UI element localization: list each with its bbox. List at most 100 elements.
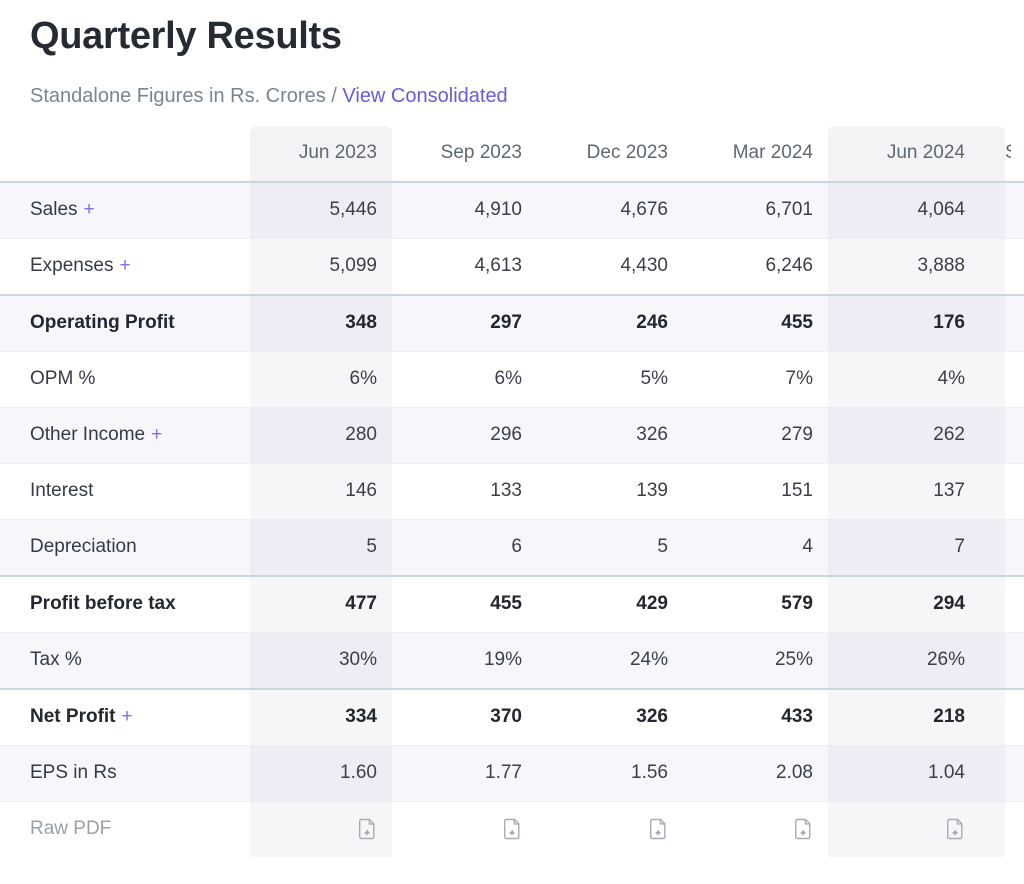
cell-value: 5,099 xyxy=(250,237,392,294)
cell-value: 5 xyxy=(250,518,392,575)
table-header-row: Jun 2023 Sep 2023 Dec 2023 Mar 2024 Jun … xyxy=(0,125,1024,183)
cell-value: 334 xyxy=(250,687,392,745)
cell-value: 4,430 xyxy=(537,237,683,294)
expand-plus-icon: + xyxy=(121,706,133,728)
cell-value: 26% xyxy=(828,631,1005,688)
cell-value: 429 xyxy=(537,574,683,632)
cell-value: 133 xyxy=(392,462,537,519)
cell-value: 4,910 xyxy=(474,199,522,221)
column-header-dec-2023: Dec 2023 xyxy=(537,126,683,183)
cell-value: 477 xyxy=(250,574,392,632)
cell-value: 348 xyxy=(250,293,392,351)
cell-value: 279 xyxy=(683,406,828,463)
column-header-sep-2023: Sep 2023 xyxy=(392,126,537,183)
row-label-eps: EPS in Rs xyxy=(0,744,250,801)
cell-value: 1.56 xyxy=(537,744,683,801)
table-row-profit-before-tax: Profit before tax 477 455 429 579 294 xyxy=(0,574,1024,632)
column-header-jun-2023: Jun 2023 xyxy=(250,125,392,183)
table-row-expenses: Expenses + 5,099 4,613 4,430 6,246 3,888 xyxy=(0,237,1024,294)
cell-value: 297 xyxy=(392,293,537,351)
column-header-blank xyxy=(0,126,250,183)
cell-value: 3,888 xyxy=(828,237,1005,294)
cell-value: 326 xyxy=(537,406,683,463)
row-label-net-profit[interactable]: Net Profit + xyxy=(0,687,250,745)
cell-value: 6,701 xyxy=(765,199,813,221)
table-row-eps: EPS in Rs 1.60 1.77 1.56 2.08 1.04 xyxy=(0,744,1024,801)
cell-value: 5,446 xyxy=(250,182,392,238)
cell-value: 455 xyxy=(392,574,537,632)
cell-value: 25% xyxy=(683,631,828,688)
cell-value: 370 xyxy=(392,687,537,745)
row-label-interest: Interest xyxy=(0,462,250,519)
table-row-opm: OPM % 6% 6% 5% 7% 4% xyxy=(0,350,1024,407)
table-row-interest: Interest 146 133 139 151 137 xyxy=(0,462,1024,519)
row-label-tax: Tax % xyxy=(0,631,250,688)
expand-plus-icon: + xyxy=(151,424,163,446)
cell-value: 146 xyxy=(250,462,392,519)
cell-value: 5 xyxy=(537,518,683,575)
row-label-depreciation: Depreciation xyxy=(0,518,250,575)
row-label-raw-pdf: Raw PDF xyxy=(0,800,250,857)
row-label-operating-profit: Operating Profit xyxy=(0,293,250,351)
pdf-file-icon[interactable] xyxy=(648,818,668,840)
expand-plus-icon: + xyxy=(83,199,95,221)
table-row-tax: Tax % 30% 19% 24% 25% 26% xyxy=(0,631,1024,688)
column-header-mar-2024: Mar 2024 xyxy=(683,126,828,183)
column-header-jun-2024: Jun 2024 xyxy=(828,125,1005,183)
cell-value: 30% xyxy=(250,631,392,688)
pdf-file-icon[interactable] xyxy=(793,818,813,840)
cell-value: 4,676 xyxy=(620,199,668,221)
pdf-file-icon[interactable] xyxy=(357,818,377,840)
cell-value: 455 xyxy=(683,293,828,351)
cell-value: 262 xyxy=(828,406,1005,463)
cell-value: 246 xyxy=(537,293,683,351)
page-title: Quarterly Results xyxy=(30,15,342,57)
cell-value: 6 xyxy=(392,518,537,575)
column-header-clipped: S xyxy=(1005,126,1024,183)
expand-plus-icon: + xyxy=(119,255,131,277)
cell-value: 218 xyxy=(828,687,1005,745)
row-label-sales[interactable]: Sales + xyxy=(30,199,95,221)
view-consolidated-link[interactable]: View Consolidated xyxy=(342,84,508,107)
cell-value: 6% xyxy=(392,350,537,407)
cell-value: 2.08 xyxy=(683,744,828,801)
table-row-other-income: Other Income + 280 296 326 279 262 xyxy=(0,406,1024,463)
pdf-file-icon[interactable] xyxy=(945,818,965,840)
cell-value: 4,613 xyxy=(392,237,537,294)
cell-value: 579 xyxy=(683,574,828,632)
table-row-raw-pdf: Raw PDF xyxy=(0,800,1024,857)
cell-value: 7 xyxy=(828,518,1005,575)
row-label-profit-before-tax: Profit before tax xyxy=(0,574,250,632)
cell-value: 326 xyxy=(537,687,683,745)
cell-value: 294 xyxy=(828,574,1005,632)
subtitle-separator: / xyxy=(331,84,337,107)
cell-value: 6,246 xyxy=(683,237,828,294)
cell-value: 1.60 xyxy=(250,744,392,801)
quarterly-results-table: Jun 2023 Sep 2023 Dec 2023 Mar 2024 Jun … xyxy=(0,125,1024,857)
cell-value: 176 xyxy=(828,293,1005,351)
cell-value: 19% xyxy=(392,631,537,688)
table-row-operating-profit: Operating Profit 348 297 246 455 176 xyxy=(0,293,1024,351)
cell-value: 151 xyxy=(683,462,828,519)
cell-value: 24% xyxy=(537,631,683,688)
cell-value: 5% xyxy=(537,350,683,407)
cell-value: 4 xyxy=(683,518,828,575)
subtitle-text: Standalone Figures in Rs. Crores xyxy=(30,84,326,107)
subtitle: Standalone Figures in Rs. Crores / View … xyxy=(30,84,1024,108)
cell-value: 139 xyxy=(537,462,683,519)
quarterly-results-page: Quarterly Results Standalone Figures in … xyxy=(0,14,1024,884)
cell-value: 296 xyxy=(392,406,537,463)
row-label-expenses[interactable]: Expenses + xyxy=(0,237,250,294)
cell-value: 4,064 xyxy=(828,182,1005,238)
table-row-depreciation: Depreciation 5 6 5 4 7 xyxy=(0,518,1024,575)
table-row-net-profit: Net Profit + 334 370 326 433 218 xyxy=(0,687,1024,745)
cell-value: 6% xyxy=(250,350,392,407)
cell-value: 4% xyxy=(828,350,1005,407)
pdf-file-icon[interactable] xyxy=(502,818,522,840)
cell-value: 433 xyxy=(683,687,828,745)
cell-value: 280 xyxy=(250,406,392,463)
cell-value: 1.04 xyxy=(828,744,1005,801)
cell-value: 137 xyxy=(828,462,1005,519)
row-label-other-income[interactable]: Other Income + xyxy=(0,406,250,463)
row-label-opm: OPM % xyxy=(0,350,250,407)
